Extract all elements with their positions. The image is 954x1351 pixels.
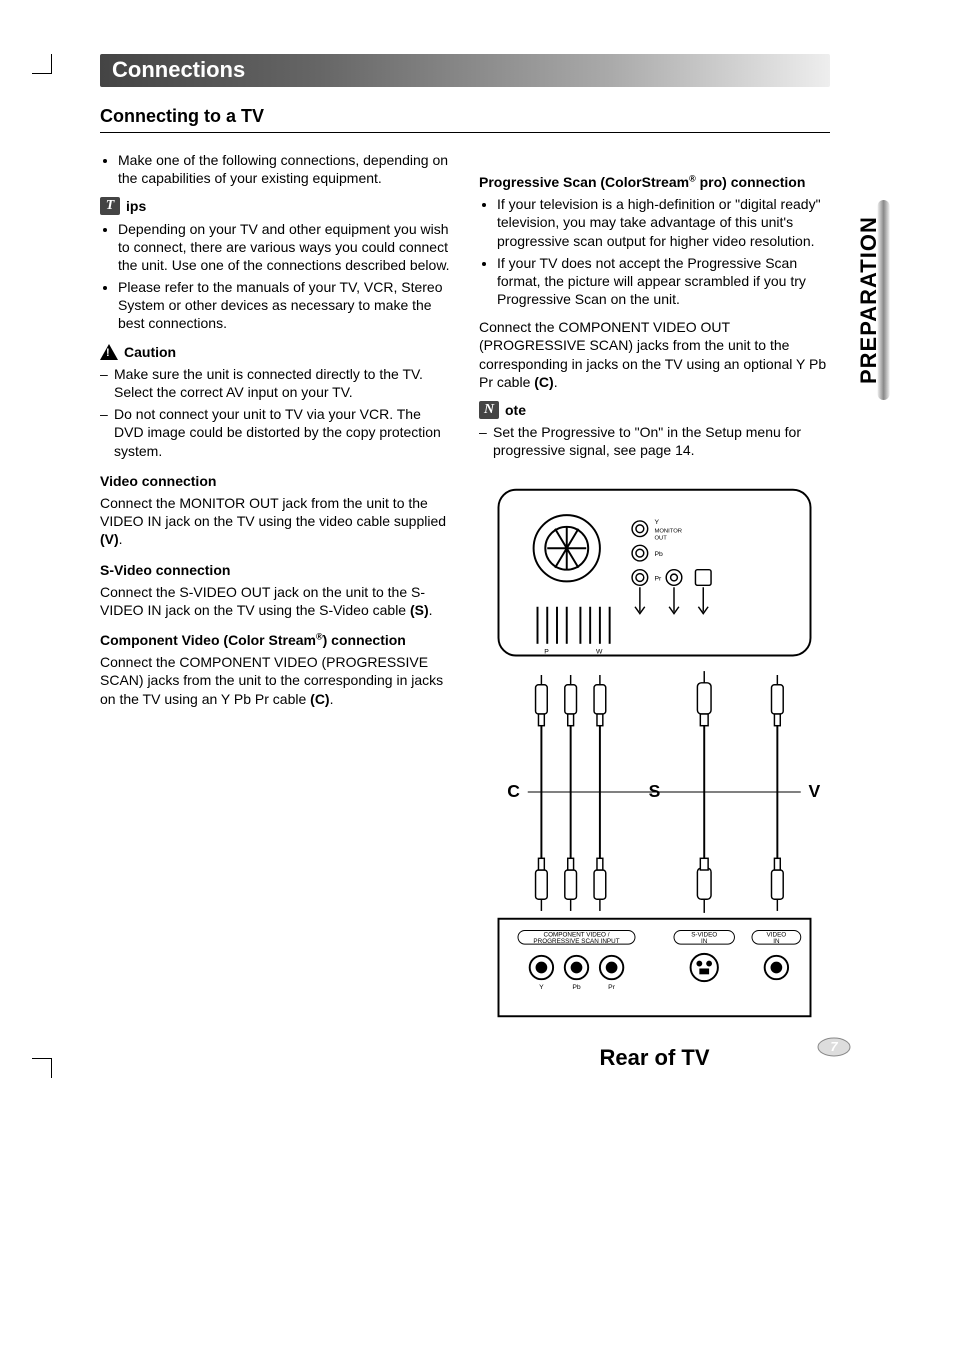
crop-mark-bottom-left [32,1058,52,1078]
tips-heading: T ips [100,197,451,215]
progressive-bullet: If your television is a high-definition … [497,195,830,250]
svideo-connection-body: Connect the S-VIDEO OUT jack on the unit… [100,583,451,619]
text: Progressive Scan (ColorStream [479,174,689,190]
cable-label-s: S [649,780,661,800]
unit-label-pr: Pr [655,575,663,582]
right-column: Progressive Scan (ColorStream® pro) conn… [479,147,830,1072]
tip-icon: T [100,197,120,215]
svg-text:P: P [544,648,549,655]
connection-diagram: Y MONITOR OUT Pb Pr P W [479,480,830,1073]
text: . [429,602,433,618]
caution-text: Do not connect your unit to TV via your … [114,405,451,460]
tv-jack-pb: Pb [572,984,581,991]
cable-ref: (C) [534,374,553,390]
text: Connect the COMPONENT VIDEO (PROGRESSIVE… [100,654,443,706]
note-item: –Set the Progressive to "On" in the Setu… [479,423,830,459]
progressive-bullet: If your TV does not accept the Progressi… [497,254,830,309]
text: ) connection [323,632,406,648]
component-connection-body: Connect the COMPONENT VIDEO (PROGRESSIVE… [100,653,451,708]
unit-label-out: OUT [655,535,668,541]
page: PREPARATION Connections Connecting to a … [0,0,954,1132]
video-connection-body: Connect the MONITOR OUT jack from the un… [100,494,451,549]
left-column: Make one of the following connections, d… [100,147,451,1072]
text: pro) connection [696,174,806,190]
tv-label-component2: PROGRESSIVE SCAN INPUT [533,938,619,945]
svideo-connection-head: S-Video connection [100,561,451,579]
cable-ref: (C) [310,691,329,707]
banner-title: Connections [112,56,818,85]
svg-text:7: 7 [830,1039,838,1054]
text: . [330,691,334,707]
content-area: Connections Connecting to a TV Make one … [100,54,830,1072]
caution-heading: Caution [100,343,451,361]
registered-mark: ® [689,173,696,183]
tips-list: Depending on your TV and other equipment… [100,220,451,333]
text: Connect the COMPONENT VIDEO OUT (PROGRES… [479,319,826,390]
tv-jack-pr: Pr [608,984,616,991]
cable-label-c: C [507,780,520,800]
svg-text:W: W [596,648,603,655]
registered-mark: ® [316,631,323,641]
crop-mark-top-left [32,54,52,74]
unit-label-y: Y [655,518,660,525]
caution-icon [100,344,118,360]
tips-label-text: ips [126,197,146,215]
progressive-para: Connect the COMPONENT VIDEO OUT (PROGRES… [479,318,830,391]
intro-list: Make one of the following connections, d… [100,151,451,187]
page-number: 7 [814,1036,854,1062]
tv-jack-y: Y [539,984,544,991]
note-icon: N [479,401,499,419]
note-text: Set the Progressive to "On" in the Setup… [493,423,830,459]
progressive-head: Progressive Scan (ColorStream® pro) conn… [479,173,830,191]
tip-item: Please refer to the manuals of your TV, … [118,278,451,333]
caution-item: –Make sure the unit is connected directl… [100,365,451,401]
note-heading: N ote [479,401,830,419]
unit-label-monitor: MONITOR [655,528,683,534]
component-connection-head: Component Video (Color Stream®) connecti… [100,631,451,649]
caution-item: –Do not connect your unit to TV via your… [100,405,451,460]
progressive-list: If your television is a high-definition … [479,195,830,308]
diagram-caption: Rear of TV [479,1044,830,1073]
tv-label-svideo2: IN [701,938,708,945]
video-connection-head: Video connection [100,472,451,490]
tv-label-video2: IN [773,938,780,945]
diagram-svg: Y MONITOR OUT Pb Pr P W [479,480,830,1026]
text: . [119,531,123,547]
tip-item: Depending on your TV and other equipment… [118,220,451,275]
section-banner: Connections [100,54,830,87]
note-label-text: ote [505,401,526,419]
note-list: –Set the Progressive to "On" in the Setu… [479,423,830,459]
caution-text: Make sure the unit is connected directly… [114,365,451,401]
cable-ref: (V) [100,531,119,547]
text: Connect the S-VIDEO OUT jack on the unit… [100,584,425,618]
subheading: Connecting to a TV [100,105,830,128]
cable-ref: (S) [410,602,429,618]
text: . [554,374,558,390]
text: Connect the MONITOR OUT jack from the un… [100,495,446,529]
two-columns: Make one of the following connections, d… [100,147,830,1072]
section-tab: PREPARATION [855,200,884,400]
text: Component Video (Color Stream [100,632,316,648]
divider [100,132,830,133]
intro-bullet: Make one of the following connections, d… [118,151,451,187]
caution-list: –Make sure the unit is connected directl… [100,365,451,460]
cable-label-v: V [809,780,821,800]
caution-label-text: Caution [124,343,176,361]
unit-label-pb: Pb [655,551,664,558]
